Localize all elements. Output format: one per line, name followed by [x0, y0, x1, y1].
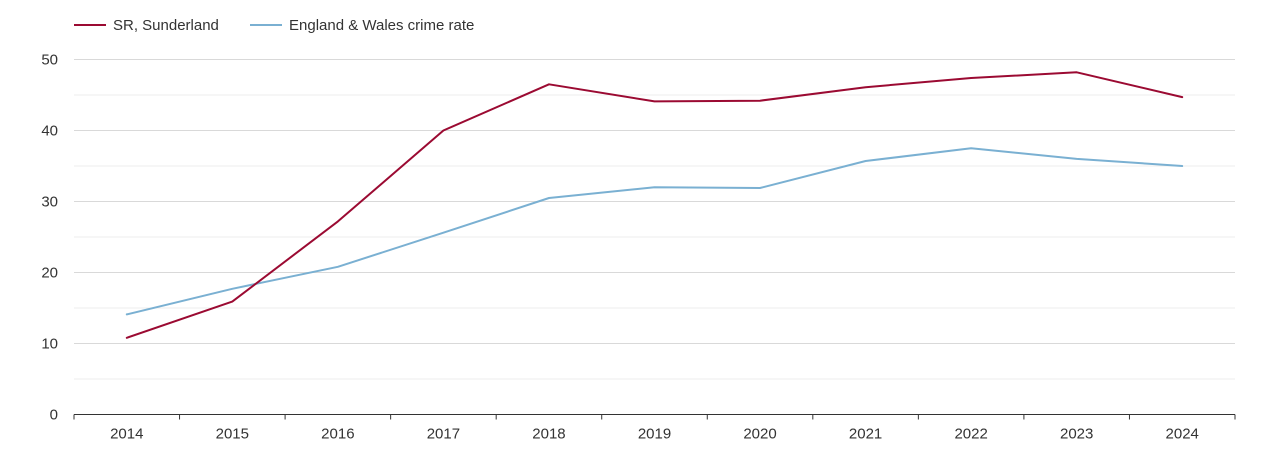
legend-label-sunderland: SR, Sunderland	[113, 17, 219, 34]
x-tick-label: 2017	[427, 426, 460, 443]
series-line-england-wales[interactable]	[125, 147, 1184, 316]
x-tick-label: 2016	[321, 426, 354, 443]
x-tick-label: 2021	[849, 426, 882, 443]
y-tick-label: 10	[41, 336, 58, 353]
series-lines	[125, 71, 1184, 339]
x-tick-label: 2024	[1166, 426, 1199, 443]
x-tick-label: 2023	[1060, 426, 1093, 443]
y-axis-ticks: 0 10 20 30 40 50	[41, 52, 58, 424]
y-tick-label: 50	[41, 52, 58, 69]
x-tick-label: 2018	[532, 426, 565, 443]
gridlines	[74, 59, 1235, 380]
x-tick-label: 2022	[954, 426, 987, 443]
y-tick-label: 0	[50, 407, 58, 424]
legend: SR, Sunderland England & Wales crime rat…	[74, 17, 474, 34]
y-tick-label: 30	[41, 194, 58, 211]
x-tick-label: 2020	[743, 426, 776, 443]
y-tick-label: 40	[41, 123, 58, 140]
legend-item-england-wales[interactable]: England & Wales crime rate	[250, 17, 474, 34]
x-tick-label: 2019	[638, 426, 671, 443]
y-tick-label: 20	[41, 265, 58, 282]
legend-item-sunderland[interactable]: SR, Sunderland	[74, 17, 219, 34]
x-tick-label: 2015	[216, 426, 249, 443]
x-axis-ticks: 2014 2015 2016 2017 2018 2019 2020 2021 2022 2023…	[73, 414, 1236, 443]
x-tick-label: 2014	[110, 426, 143, 443]
legend-label-england-wales: England & Wales crime rate	[289, 17, 474, 34]
series-line-sunderland[interactable]	[125, 71, 1184, 339]
